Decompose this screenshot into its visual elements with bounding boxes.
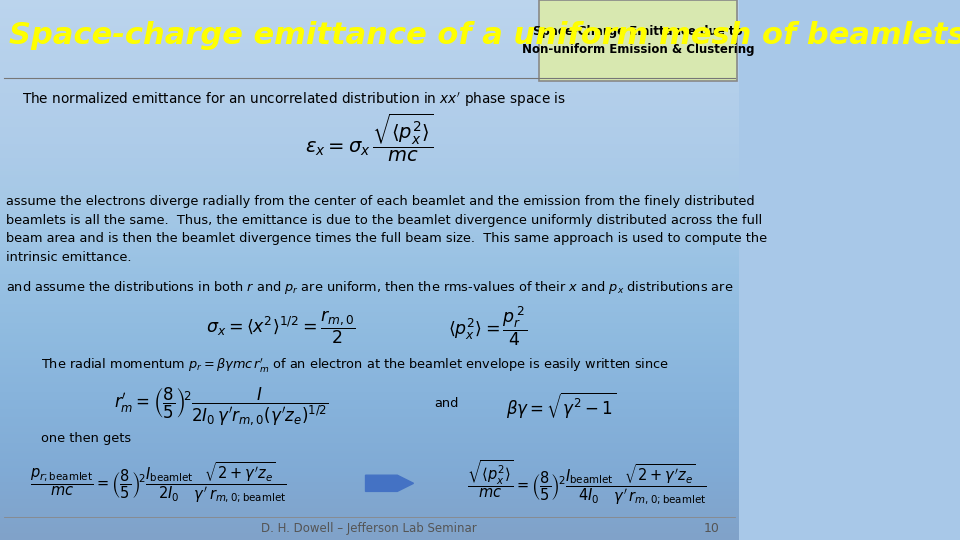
Text: 10: 10 xyxy=(704,522,720,535)
Text: Space-Charge Emittance due to
Non-uniform Emission & Clustering: Space-Charge Emittance due to Non-unifor… xyxy=(522,25,755,56)
FancyBboxPatch shape xyxy=(540,0,737,81)
Text: The normalized emittance for an uncorrelated distribution in $xx'$ phase space i: The normalized emittance for an uncorrel… xyxy=(22,91,566,109)
Text: $\dfrac{p_{r;\mathrm{beamlet}}}{mc} = \left(\dfrac{8}{5}\right)^{\!2} \dfrac{I_{: $\dfrac{p_{r;\mathrm{beamlet}}}{mc} = \l… xyxy=(31,461,287,505)
Text: D. H. Dowell – Jefferson Lab Seminar: D. H. Dowell – Jefferson Lab Seminar xyxy=(261,522,477,535)
FancyArrow shape xyxy=(366,475,414,491)
Text: $\sigma_x = \langle x^2 \rangle^{1/2} = \dfrac{r_{m,0}}{2}$: $\sigma_x = \langle x^2 \rangle^{1/2} = … xyxy=(205,308,355,346)
Text: $\beta\gamma = \sqrt{\gamma^2 - 1}$: $\beta\gamma = \sqrt{\gamma^2 - 1}$ xyxy=(506,391,616,421)
Text: Space-charge emittance of a uniform mesh of beamlets: Space-charge emittance of a uniform mesh… xyxy=(9,21,960,50)
Text: $r_m' = \left(\dfrac{8}{5}\right)^{\!2} \dfrac{I}{2I_0\,\gamma' r_{m,0}(\gamma' : $r_m' = \left(\dfrac{8}{5}\right)^{\!2} … xyxy=(114,385,329,427)
Text: $\epsilon_x = \sigma_x\,\dfrac{\sqrt{\langle p_x^2 \rangle}}{mc}$: $\epsilon_x = \sigma_x\,\dfrac{\sqrt{\la… xyxy=(305,112,434,164)
Text: and: and xyxy=(434,397,459,410)
Text: one then gets: one then gets xyxy=(40,432,131,445)
Text: $\dfrac{\sqrt{\langle p_x^2 \rangle}}{mc} = \left(\dfrac{8}{5}\right)^{\!2} \dfr: $\dfrac{\sqrt{\langle p_x^2 \rangle}}{mc… xyxy=(468,459,707,508)
Text: The radial momentum $p_r = \beta\gamma mc\, r_m'$ of an electron at the beamlet : The radial momentum $p_r = \beta\gamma m… xyxy=(40,355,669,374)
Text: assume the electrons diverge radially from the center of each beamlet and the em: assume the electrons diverge radially fr… xyxy=(6,195,767,264)
Text: $\langle p_x^2 \rangle = \dfrac{p_r^{\,2}}{4}$: $\langle p_x^2 \rangle = \dfrac{p_r^{\,2… xyxy=(448,305,527,348)
Text: and assume the distributions in both $r$ and $p_r$ are uniform, then the rms-val: and assume the distributions in both $r$… xyxy=(6,279,733,296)
